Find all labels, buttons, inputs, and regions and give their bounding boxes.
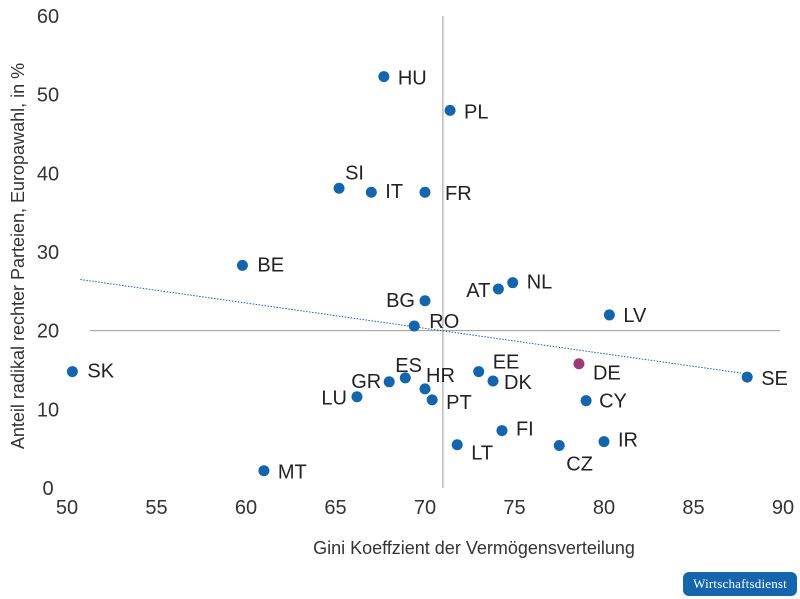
reference-lines [90, 16, 780, 488]
point-label: FR [445, 183, 472, 205]
x-tick-label: 50 [56, 497, 78, 519]
y-tick-label: 20 [37, 321, 59, 343]
point-label: HU [398, 68, 427, 90]
data-point [419, 383, 431, 395]
data-point [573, 358, 585, 370]
point-label: GR [351, 371, 381, 393]
point-label: PT [446, 392, 472, 414]
data-point [236, 259, 248, 271]
point-label: BE [257, 254, 284, 276]
point-label: HR [426, 365, 455, 387]
point-label: SE [761, 368, 788, 390]
point-label: LT [471, 443, 493, 465]
x-tick-label: 90 [772, 497, 794, 519]
point-label: IT [385, 181, 403, 203]
data-point [741, 371, 753, 383]
point-label: CZ [566, 454, 593, 476]
data-point [351, 391, 363, 403]
data-point [598, 436, 610, 448]
data-point [553, 440, 565, 452]
data-point [603, 309, 615, 321]
x-tick-label: 70 [414, 497, 436, 519]
data-point [487, 375, 499, 387]
point-label: BG [386, 290, 415, 312]
point-label: MT [278, 462, 307, 484]
y-tick-label: 0 [42, 478, 53, 500]
data-point [492, 283, 504, 295]
data-point [365, 186, 377, 198]
data-point [580, 395, 592, 407]
data-point [378, 71, 390, 83]
y-tick-label: 30 [37, 242, 59, 264]
x-tick-label: 85 [682, 497, 704, 519]
y-tick-label: 60 [37, 6, 59, 28]
point-label: LV [623, 305, 647, 327]
data-point [408, 320, 420, 332]
point-label: DE [593, 363, 621, 385]
x-tick-label: 65 [324, 497, 346, 519]
brand-badge: Wirtschaftsdienst [683, 572, 797, 596]
point-label: SI [345, 162, 364, 184]
point-label: SK [87, 361, 114, 383]
data-point [258, 465, 270, 477]
point-label: LU [321, 388, 347, 410]
data-point [333, 182, 345, 194]
point-label: DK [504, 372, 532, 394]
point-label: CY [599, 391, 627, 413]
data-point [426, 394, 438, 406]
data-point [399, 372, 411, 384]
data-point [473, 366, 485, 378]
y-axis-title: Anteil radikal rechter Parteien, Europaw… [8, 63, 28, 449]
x-tick-label: 60 [235, 497, 257, 519]
data-point [507, 277, 519, 289]
x-axis-title: Gini Koeffzient der Vermögensverteilung [313, 538, 635, 558]
y-tick-label: 50 [37, 85, 59, 107]
point-label: EE [493, 352, 520, 374]
data-point [383, 376, 395, 388]
data-point [444, 104, 456, 116]
data-point [451, 439, 463, 451]
data-point [496, 425, 508, 437]
point-label: AT [466, 280, 490, 302]
x-tick-label: 75 [503, 497, 525, 519]
point-label: RO [429, 311, 459, 333]
point-label: FI [516, 419, 534, 441]
point-label: NL [527, 272, 553, 294]
data-point [419, 295, 431, 307]
x-tick-label: 55 [145, 497, 167, 519]
point-label: ES [395, 355, 422, 377]
x-tick-label: 80 [593, 497, 615, 519]
data-points: HU PL SI IT FR BE NL AT BG LV RO SK DE SE EE ES GR DK HR LU… [66, 68, 788, 484]
point-label: IR [618, 430, 638, 452]
data-point [66, 366, 78, 378]
y-tick-label: 40 [37, 163, 59, 185]
axis-ticks: 50 55 60 65 70 75 80 85 90 0 10 20 30 40 50 60 [37, 6, 794, 519]
point-label: PL [464, 101, 488, 123]
data-point [419, 186, 431, 198]
y-tick-label: 10 [37, 399, 59, 421]
